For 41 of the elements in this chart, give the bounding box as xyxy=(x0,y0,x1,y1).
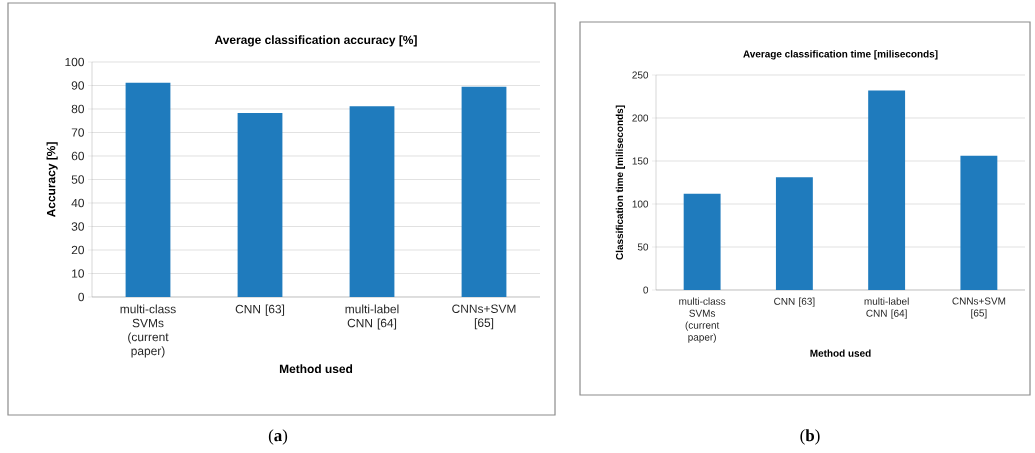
bar xyxy=(461,86,507,297)
y-tick-label: 90 xyxy=(71,81,85,90)
y-tick-label: 60 xyxy=(71,151,85,161)
y-tick-label: 50 xyxy=(71,175,85,184)
x-tick-label: multi-class SVMs (current paper) xyxy=(679,297,726,343)
y-tick-label: 100 xyxy=(632,200,649,208)
bar xyxy=(775,177,813,290)
chart-title: Average classification time [miliseconds] xyxy=(743,50,938,60)
y-tick-label: 200 xyxy=(632,114,649,122)
y-tick-label: 150 xyxy=(632,157,649,165)
x-axis-title: Method used xyxy=(810,349,871,357)
text: (a) xyxy=(268,429,288,445)
x-axis-title: Method used xyxy=(279,364,353,374)
y-tick-label: 0 xyxy=(78,292,85,302)
y-tick-label: 100 xyxy=(65,57,85,67)
bar xyxy=(868,90,906,290)
x-tick-label: multi-label CNN [64] xyxy=(864,297,909,319)
y-tick-label: 10 xyxy=(72,269,85,278)
y-tick-label: 0 xyxy=(643,286,649,294)
y-tick-label: 30 xyxy=(71,222,85,231)
x-tick-label: multi-label CNN [64] xyxy=(345,304,399,330)
y-tick-label: 80 xyxy=(71,104,85,114)
y-tick-label: 70 xyxy=(71,128,85,137)
y-axis-title: Accuracy [%] xyxy=(46,142,58,218)
bar xyxy=(237,112,283,297)
x-tick-label: CNN [63] xyxy=(235,304,285,316)
y-tick-label: 250 xyxy=(632,71,649,79)
y-axis-title: Classification time [miliseconds] xyxy=(615,105,626,260)
bar xyxy=(683,193,721,290)
bar xyxy=(960,155,998,290)
text: (b) xyxy=(800,429,820,445)
bar xyxy=(349,106,395,297)
y-tick-label: 50 xyxy=(637,243,649,251)
y-tick-label: 20 xyxy=(71,245,85,255)
chart-title: Average classification accuracy [%] xyxy=(214,35,417,47)
x-tick-label: CNNs+SVM [65] xyxy=(952,297,1006,319)
x-tick-label: CNN [63] xyxy=(774,297,815,307)
x-tick-label: CNNs+SVM [65] xyxy=(452,304,516,330)
bar xyxy=(125,82,171,297)
x-tick-label: multi-class SVMs (current paper) xyxy=(120,304,176,358)
y-tick-label: 40 xyxy=(71,198,85,208)
